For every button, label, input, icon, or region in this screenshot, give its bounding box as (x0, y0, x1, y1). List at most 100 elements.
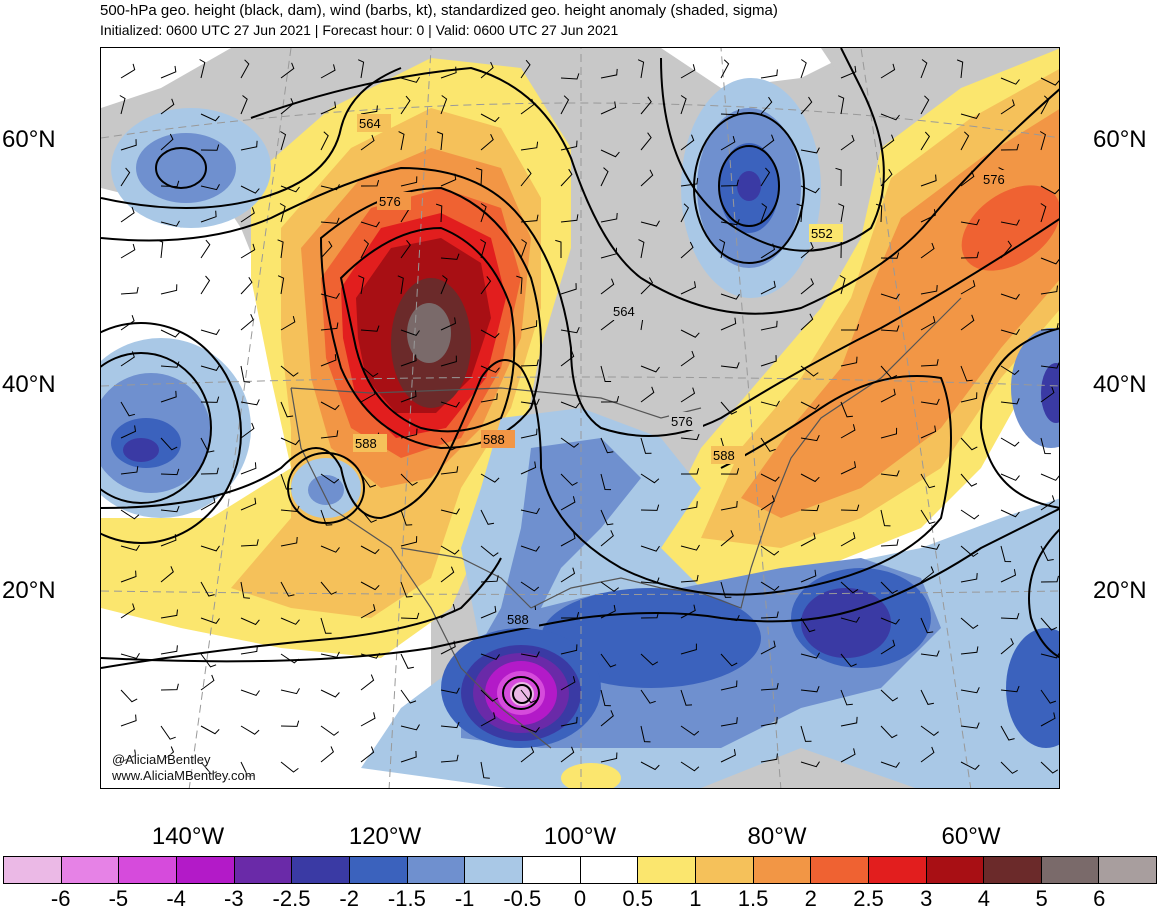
wind-barb (920, 398, 940, 405)
wind-barb (480, 113, 500, 123)
contour-label-564-a: 564 (359, 116, 381, 131)
wind-barb (400, 95, 411, 115)
wind-barb (760, 69, 778, 79)
wind-barb (680, 725, 700, 736)
wind-barb (200, 275, 211, 295)
wind-barb (200, 184, 220, 191)
colorbar-swatch (176, 857, 235, 883)
wind-barb (279, 203, 286, 223)
wind-barb (400, 653, 414, 669)
wind-barb (760, 437, 776, 452)
wind-barb (920, 566, 935, 583)
wind-barb (360, 179, 380, 187)
wind-barb (680, 241, 694, 259)
wind-barb (320, 354, 337, 367)
coastline-east (750, 297, 962, 569)
wind-barb (560, 496, 576, 511)
wind-barb (280, 131, 287, 151)
contour-564-north (250, 66, 1059, 315)
wind-barb (400, 473, 418, 486)
wind-barb (840, 581, 859, 594)
wind-barb (640, 96, 652, 115)
wind-barb (200, 329, 220, 336)
anomaly-neg15-west-atlantic (1011, 328, 1059, 448)
wind-barb (600, 710, 614, 727)
colorbar-tick-label: -2 (339, 886, 359, 911)
wind-barb (520, 239, 527, 259)
wind-barb (1040, 617, 1058, 631)
wind-barb (720, 293, 740, 300)
wind-barb (600, 509, 614, 526)
wind-barb (440, 721, 460, 729)
wind-barb (520, 98, 535, 115)
wind-barb (600, 653, 617, 668)
wind-barb (480, 509, 495, 525)
wind-barb (600, 530, 614, 547)
wind-barb (640, 277, 654, 295)
wind-barb (835, 167, 842, 187)
wind-barb (1040, 362, 1059, 369)
wind-barb (960, 573, 978, 583)
wind-barb (1000, 545, 1012, 563)
wind-barb (600, 68, 618, 79)
wind-barb (480, 545, 499, 557)
wind-barb (280, 62, 295, 79)
wind-barb (360, 105, 378, 115)
wind-barb (720, 362, 740, 369)
wind-barb (280, 437, 300, 446)
wind-barb (240, 645, 258, 655)
wind-barb (240, 617, 260, 626)
anomaly-2-east-ridge (961, 185, 1059, 271)
us-canada-border (290, 387, 702, 419)
colorbar-tick-label: 5 (1035, 886, 1048, 911)
wind-barb (920, 209, 936, 223)
wind-barb (800, 725, 812, 742)
wind-barb (880, 639, 896, 655)
wind-barb (720, 401, 738, 415)
wind-barb (120, 351, 135, 367)
wind-barb (719, 239, 726, 259)
colorbar-tick-label: 0.5 (622, 886, 653, 911)
wind-barb (800, 147, 820, 154)
wind-barb (800, 532, 816, 547)
wind-barb (640, 761, 660, 771)
anomaly-5-west-ridge (407, 303, 451, 363)
colorbar-swatch (522, 857, 581, 883)
wind-barb (1000, 77, 1020, 85)
wind-barb (960, 314, 975, 331)
wind-barb (800, 241, 814, 259)
wind-barb (480, 61, 494, 79)
anomaly-neg25-hudson-low (737, 171, 761, 201)
wind-barb (560, 611, 580, 619)
colorbar-swatch (1099, 857, 1157, 883)
wind-barb (277, 275, 285, 295)
wind-barb (520, 545, 540, 552)
wind-barb (200, 496, 216, 511)
wind-barb (320, 101, 337, 115)
colorbar-tick-label: -2.5 (272, 886, 311, 911)
wind-barb (400, 76, 420, 83)
wind-barb (640, 386, 655, 403)
wind-barb (1040, 323, 1059, 331)
wind-barb (520, 320, 538, 331)
wind-barb (1000, 685, 1020, 693)
wind-barb (440, 437, 458, 451)
wind-barb (839, 275, 846, 295)
wind-barb (440, 355, 457, 367)
wind-barb (320, 184, 340, 191)
wind-barb (800, 365, 819, 377)
colorbar-tick-label: -5 (108, 886, 129, 911)
wind-barb (240, 59, 250, 79)
wind-barb (480, 712, 496, 727)
wind-barb (360, 652, 380, 659)
wind-barb (120, 63, 136, 79)
wind-barb (960, 646, 979, 655)
contour-588-west (101, 359, 952, 596)
wind-barb (680, 761, 700, 772)
wind-barb (320, 292, 340, 299)
wind-barb (400, 724, 420, 731)
contour-564-lower (101, 67, 402, 209)
wind-barb (516, 275, 523, 295)
wind-barb (760, 640, 776, 655)
wind-barb (760, 280, 776, 295)
